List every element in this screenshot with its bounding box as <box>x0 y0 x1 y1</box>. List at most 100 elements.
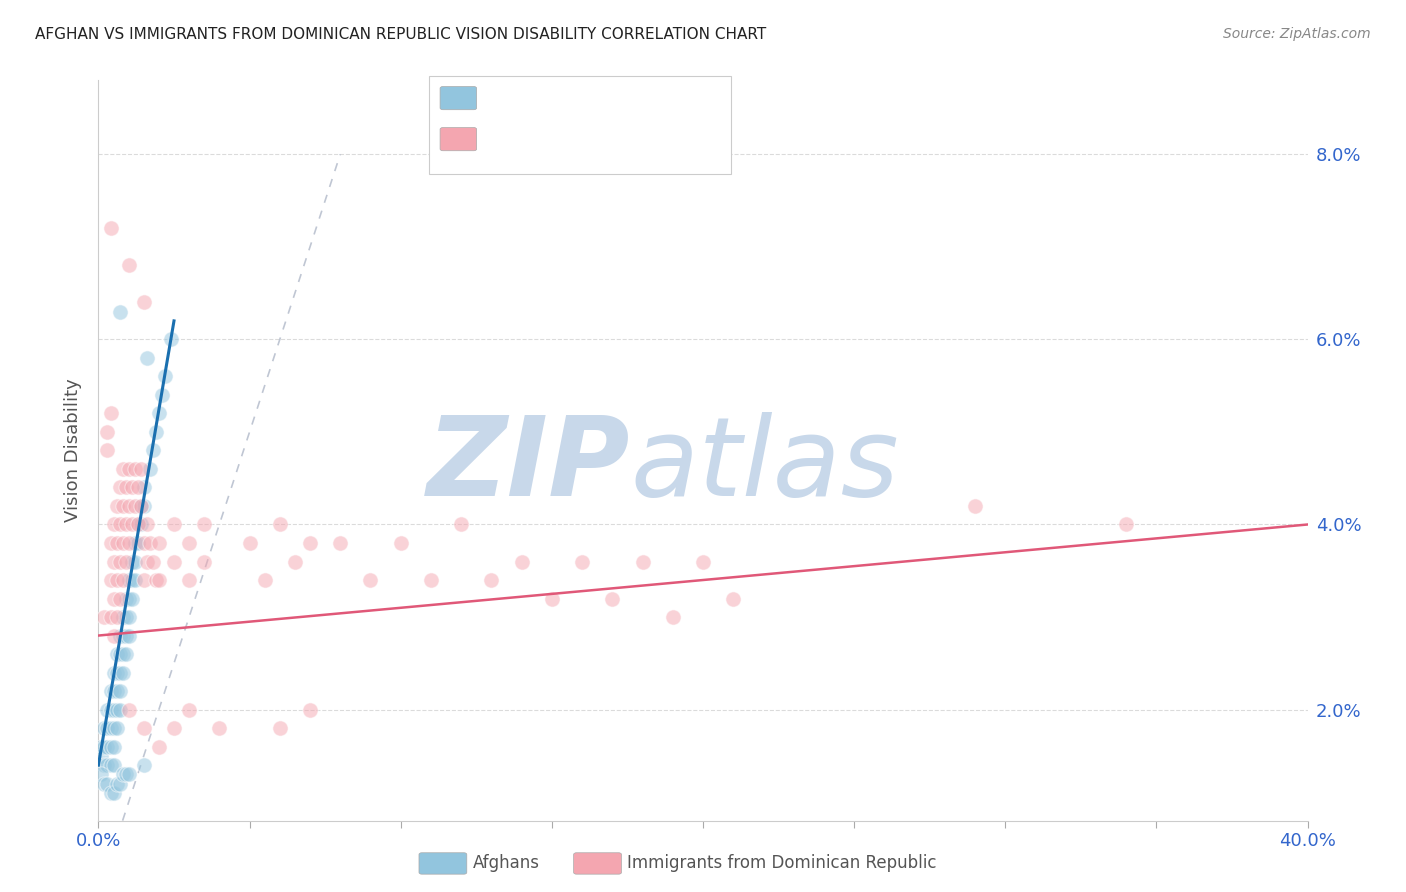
Point <box>100 721 122 735</box>
Point <box>93 721 115 735</box>
Text: Immigrants from Dominican Republic: Immigrants from Dominican Republic <box>627 855 936 872</box>
Point <box>179 703 201 717</box>
Point <box>132 721 155 735</box>
Point <box>100 684 122 698</box>
Point <box>103 628 125 642</box>
Point <box>103 517 125 532</box>
Point <box>96 776 118 791</box>
Point <box>103 721 125 735</box>
Text: N = 83: N = 83 <box>626 129 683 147</box>
Point <box>118 628 141 642</box>
Point <box>111 536 134 550</box>
Point <box>121 517 143 532</box>
Point <box>93 610 115 624</box>
Point <box>108 591 131 606</box>
Point <box>118 499 141 513</box>
Point <box>100 758 122 772</box>
Point <box>118 610 141 624</box>
Text: R = 0.546: R = 0.546 <box>485 89 568 107</box>
Point <box>571 554 593 569</box>
Point <box>100 536 122 550</box>
Point <box>108 647 131 661</box>
Point <box>163 721 186 735</box>
Point <box>121 573 143 587</box>
Point <box>105 665 128 680</box>
Point <box>100 786 122 800</box>
Point <box>90 739 112 754</box>
Point <box>100 610 122 624</box>
Point <box>114 647 136 661</box>
Point <box>103 758 125 772</box>
Point <box>93 758 115 772</box>
Point <box>103 554 125 569</box>
Point <box>103 665 125 680</box>
Text: N = 74: N = 74 <box>626 89 683 107</box>
Point <box>145 425 167 439</box>
Point <box>111 665 134 680</box>
Text: R = 0.268: R = 0.268 <box>485 129 568 147</box>
Point <box>299 536 322 550</box>
Point <box>114 767 136 781</box>
Point <box>111 610 134 624</box>
Point <box>284 554 307 569</box>
Point <box>100 221 122 235</box>
Point <box>148 573 170 587</box>
Point <box>450 517 472 532</box>
Point <box>118 591 141 606</box>
Text: AFGHAN VS IMMIGRANTS FROM DOMINICAN REPUBLIC VISION DISABILITY CORRELATION CHART: AFGHAN VS IMMIGRANTS FROM DOMINICAN REPU… <box>35 27 766 42</box>
Point <box>124 573 146 587</box>
Point <box>103 703 125 717</box>
Point <box>108 665 131 680</box>
Point <box>965 499 987 513</box>
Point <box>111 462 134 476</box>
Point <box>90 748 112 763</box>
Point <box>124 536 146 550</box>
Point <box>96 739 118 754</box>
Point <box>103 739 125 754</box>
Point <box>103 591 125 606</box>
Point <box>135 351 157 365</box>
Point <box>96 443 118 458</box>
Point <box>118 573 141 587</box>
Point <box>118 536 141 550</box>
Point <box>105 703 128 717</box>
Point <box>631 554 654 569</box>
Point <box>132 573 155 587</box>
Point <box>118 462 141 476</box>
Point <box>150 388 173 402</box>
Point <box>269 517 291 532</box>
Point <box>100 703 122 717</box>
Text: ZIP: ZIP <box>427 412 630 519</box>
Point <box>139 536 162 550</box>
Point <box>121 591 143 606</box>
Point <box>118 258 141 272</box>
Point <box>139 462 162 476</box>
Point <box>129 462 152 476</box>
Point <box>179 573 201 587</box>
Point <box>108 776 131 791</box>
Point <box>96 758 118 772</box>
Point <box>132 295 155 310</box>
Point <box>692 554 714 569</box>
Point <box>135 554 157 569</box>
Point <box>723 591 745 606</box>
Point <box>148 406 170 420</box>
Y-axis label: Vision Disability: Vision Disability <box>63 378 82 523</box>
Point <box>142 554 165 569</box>
Point <box>420 573 443 587</box>
Point <box>93 776 115 791</box>
Point <box>132 536 155 550</box>
Point <box>510 554 533 569</box>
Point <box>105 647 128 661</box>
Point <box>100 573 122 587</box>
Point <box>103 684 125 698</box>
Point <box>124 499 146 513</box>
Point <box>114 610 136 624</box>
Point <box>108 684 131 698</box>
Point <box>111 767 134 781</box>
Point <box>105 499 128 513</box>
Point <box>105 610 128 624</box>
Point <box>114 517 136 532</box>
Point <box>132 499 155 513</box>
Point <box>114 480 136 494</box>
